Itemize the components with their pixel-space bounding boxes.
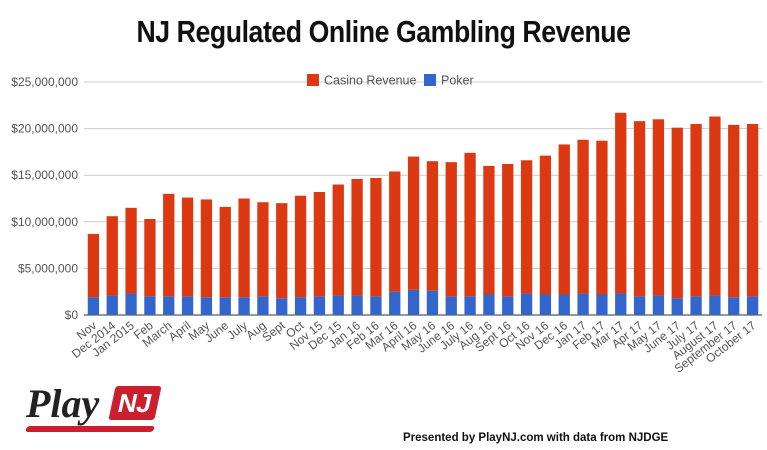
credit-text: Presented by PlayNJ.com with data from N… [403, 432, 669, 444]
bar-poker [351, 295, 363, 315]
bar-poker [257, 296, 269, 315]
bar-casino-revenue [294, 195, 307, 298]
bar-poker [690, 296, 702, 315]
bar-poker [106, 295, 118, 315]
bar-casino-revenue [351, 178, 363, 296]
bar-poker [426, 290, 439, 315]
bar-poker [144, 296, 156, 315]
bar-poker [445, 296, 457, 315]
bar-casino-revenue [577, 139, 589, 294]
bar-casino-revenue [332, 184, 344, 296]
bar-poker [163, 296, 175, 315]
logo-play-text: Play [26, 381, 100, 426]
bar-casino-revenue [200, 199, 213, 298]
bar-casino-revenue [558, 144, 570, 295]
bar-poker [728, 297, 740, 315]
bar-poker [539, 294, 552, 315]
bar-casino-revenue [426, 161, 439, 291]
legend-swatch [307, 74, 319, 86]
bar-casino-revenue [464, 152, 476, 297]
bar-casino-revenue [539, 155, 552, 295]
y-tick-label: $0 [65, 308, 79, 322]
bar-poker [671, 298, 683, 315]
bar-casino-revenue [313, 191, 326, 297]
bar-poker [652, 295, 665, 315]
bar-casino-revenue [370, 177, 382, 297]
bar-casino-revenue [276, 203, 288, 299]
legend-label: Casino Revenue [324, 74, 416, 88]
bar-casino-revenue [125, 207, 137, 294]
bar-casino-revenue [709, 116, 721, 296]
gridlines [84, 81, 762, 316]
legend-swatch [424, 74, 436, 86]
bar-poker [370, 296, 382, 315]
bar-casino-revenue [746, 123, 759, 297]
bar-poker [313, 296, 326, 315]
bar-poker [577, 293, 589, 315]
bar-poker [276, 298, 288, 315]
bar-poker [200, 297, 213, 315]
bar-casino-revenue [596, 140, 608, 295]
y-tick-label: $20,000,000 [11, 122, 78, 136]
bar-casino-revenue [257, 202, 269, 297]
bar-casino-revenue [615, 112, 627, 294]
y-tick-label: $5,000,000 [18, 261, 78, 275]
y-axis-tick-labels: $0 $5,000,000 $10,000,000 $15,000,000 $20,00… [11, 75, 78, 322]
bar-poker [332, 295, 344, 315]
logo-swoosh [24, 426, 156, 432]
bar-casino-revenue [163, 193, 175, 297]
bar-poker [238, 297, 250, 315]
legend: Casino Revenue Poker [307, 74, 474, 88]
bar-poker [615, 293, 627, 315]
bar-poker [633, 296, 646, 315]
bar-poker [219, 297, 231, 315]
bar-poker [125, 293, 137, 315]
bar-poker [483, 294, 495, 315]
bar-casino-revenue [87, 233, 100, 298]
bar-casino-revenue [502, 164, 514, 297]
bar-poker [746, 296, 759, 315]
bar-casino-revenue [690, 123, 702, 297]
bar-poker [389, 291, 401, 315]
bar-poker [558, 294, 570, 315]
bar-poker [181, 296, 194, 315]
bar-casino-revenue [633, 121, 646, 297]
bar-poker [596, 294, 608, 315]
bar-casino-revenue [181, 197, 194, 297]
bar-casino-revenue [728, 124, 740, 298]
bar-poker [294, 297, 307, 315]
bar-casino-revenue [238, 198, 250, 298]
y-tick-label: $10,000,000 [11, 215, 78, 229]
bar-casino-revenue [219, 206, 231, 298]
logo-nj-badge: NJ [108, 386, 162, 420]
bar-poker [87, 297, 100, 315]
bar-casino-revenue [144, 219, 156, 297]
bar-poker [407, 289, 420, 315]
y-tick-label: $15,000,000 [11, 168, 78, 182]
bar-casino-revenue [520, 160, 533, 294]
bar-casino-revenue [407, 156, 420, 290]
bar-casino-revenue [652, 119, 665, 296]
bar-casino-revenue [106, 216, 118, 296]
playnj-logo: Play NJ [22, 378, 162, 438]
bar-casino-revenue [389, 171, 401, 292]
bar-poker [709, 295, 721, 315]
bar-casino-revenue [671, 127, 683, 299]
legend-label: Poker [441, 74, 474, 88]
bar-poker [502, 296, 514, 315]
bar-poker [520, 293, 533, 315]
chart-title: NJ Regulated Online Gambling Revenue [136, 14, 631, 49]
bar-casino-revenue [483, 165, 495, 295]
bar-casino-revenue [445, 162, 457, 297]
bar-poker [464, 296, 476, 315]
y-tick-label: $25,000,000 [11, 75, 78, 89]
bars [87, 112, 759, 315]
